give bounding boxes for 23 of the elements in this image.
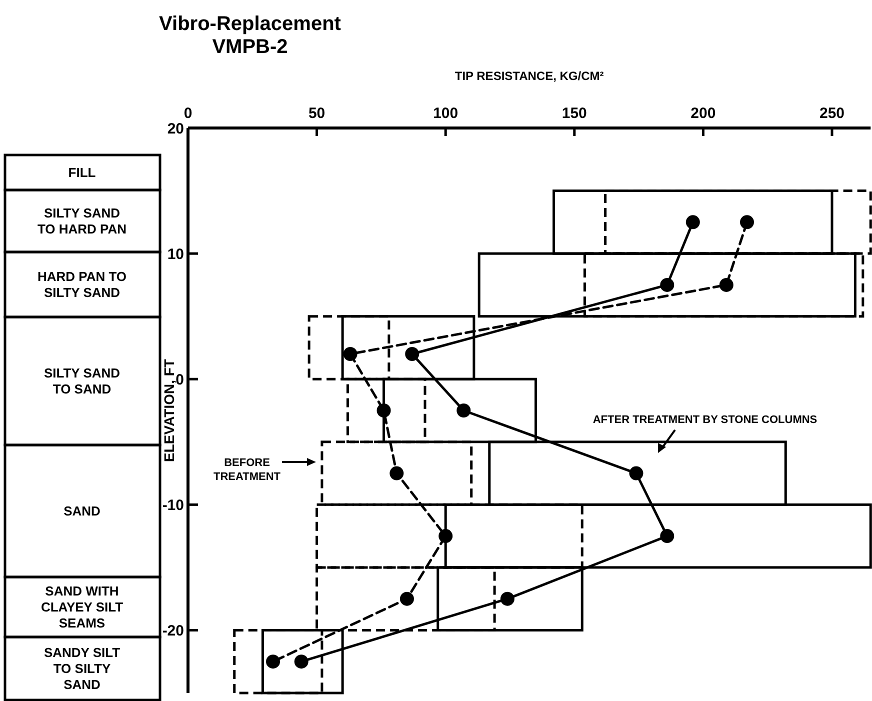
x-tick-label: 50 — [308, 105, 326, 122]
x-tick-label: 150 — [562, 105, 587, 122]
text: SAND WITH CLAYEY SILT SEAMS — [40, 584, 124, 631]
y-tick-label: 10 — [167, 246, 184, 263]
x-tick-label: 250 — [819, 105, 845, 122]
x-tick-label: 200 — [690, 105, 716, 122]
x-tick-label: 100 — [433, 105, 458, 122]
chart-title: Vibro-Replacement — [159, 13, 342, 35]
annotation: BEFORE TREATMENT — [213, 457, 281, 483]
text: SANDY SILT TO SILTY SAND — [44, 645, 120, 692]
x-axis-title: TIP RESISTANCE, KG/CM² — [454, 69, 604, 83]
y-tick-label: -10 — [162, 496, 184, 514]
text: SILTY SAND TO SAND — [44, 366, 120, 397]
annotation: AFTER TREATMENT BY STONE COLUMNS — [592, 414, 818, 426]
y-tick-label: -20 — [162, 622, 184, 640]
text: SAND — [64, 504, 100, 519]
y-axis-title: ELEVATION, FT — [161, 358, 177, 462]
text: FILL — [68, 165, 96, 180]
chart-subtitle: VMPB-2 — [212, 36, 288, 58]
text: SILTY SAND TO HARD PAN — [37, 206, 127, 237]
text: HARD PAN TO SILTY SAND — [37, 269, 127, 300]
y-tick-label: 0 — [176, 371, 184, 388]
y-tick-label: 20 — [167, 120, 184, 138]
